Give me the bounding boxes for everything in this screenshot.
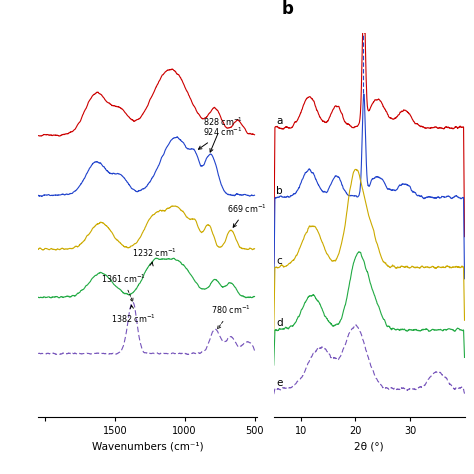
Text: e: e (276, 378, 283, 388)
Text: a: a (276, 116, 283, 126)
Text: b: b (276, 186, 283, 196)
X-axis label: Wavenumbers (cm⁻¹): Wavenumbers (cm⁻¹) (92, 442, 203, 452)
Text: 1232 cm$^{-1}$: 1232 cm$^{-1}$ (132, 246, 176, 266)
Text: c: c (276, 255, 282, 265)
Text: 1382 cm$^{-1}$: 1382 cm$^{-1}$ (110, 305, 155, 325)
Text: b: b (282, 0, 293, 18)
Text: 1361 cm$^{-1}$: 1361 cm$^{-1}$ (100, 273, 146, 301)
Text: 780 cm$^{-1}$: 780 cm$^{-1}$ (211, 304, 251, 329)
Text: 669 cm$^{-1}$: 669 cm$^{-1}$ (227, 202, 266, 227)
Text: 828 cm$^{-1}$: 828 cm$^{-1}$ (203, 116, 243, 152)
Text: d: d (276, 319, 283, 328)
Text: 924 cm$^{-1}$: 924 cm$^{-1}$ (199, 126, 243, 149)
X-axis label: 2θ (°): 2θ (°) (354, 442, 384, 452)
